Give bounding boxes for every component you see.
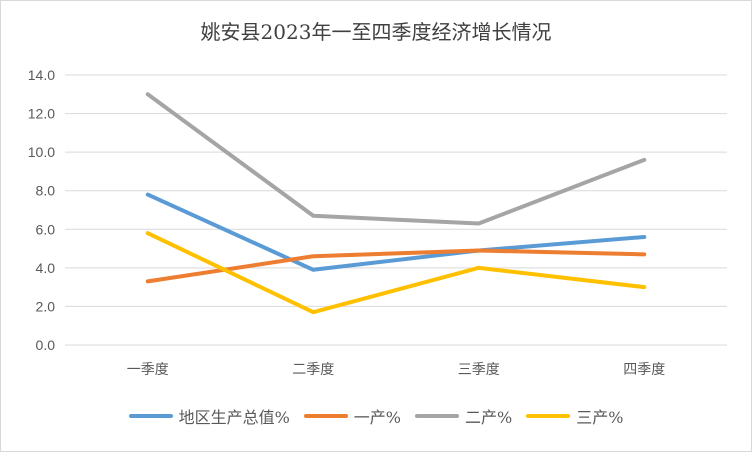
legend-item: 一产%: [303, 404, 401, 428]
x-tick-label: 三季度: [458, 362, 500, 378]
y-tick-label: 10.0: [28, 144, 55, 160]
x-tick-label: 二季度: [292, 362, 334, 378]
legend-item: 三产%: [526, 404, 623, 428]
legend-item: 二产%: [415, 404, 512, 428]
y-tick-label: 6.0: [36, 221, 56, 237]
legend-swatch: [128, 414, 173, 418]
series-line-3: [145, 231, 647, 315]
series-line-2: [145, 92, 647, 226]
x-tick-label: 一季度: [127, 362, 169, 378]
series-line-1: [145, 248, 647, 284]
y-tick-label: 2.0: [36, 298, 56, 314]
legend-swatch: [415, 414, 459, 418]
legend-swatch: [526, 414, 571, 418]
y-tick-label: 0.0: [36, 337, 56, 353]
y-tick-label: 4.0: [36, 260, 56, 276]
legend-swatch: [303, 414, 348, 418]
legend: 地区生产总值% 一产% 二产% 三产%: [0, 404, 752, 428]
y-tick-label: 8.0: [36, 183, 56, 199]
legend-item: 地区生产总值%: [128, 404, 290, 428]
x-tick-label: 四季度: [623, 362, 665, 378]
legend-label: 地区生产总值%: [178, 408, 290, 427]
y-tick-label: 12.0: [28, 106, 55, 122]
legend-label: 一产%: [353, 408, 401, 427]
series-line-0: [145, 192, 647, 272]
legend-label: 三产%: [576, 408, 624, 427]
legend-label: 二产%: [465, 408, 513, 427]
y-tick-label: 14.0: [28, 67, 55, 83]
chart-title: 姚安县2023年一至四季度经济增长情况: [200, 20, 552, 44]
